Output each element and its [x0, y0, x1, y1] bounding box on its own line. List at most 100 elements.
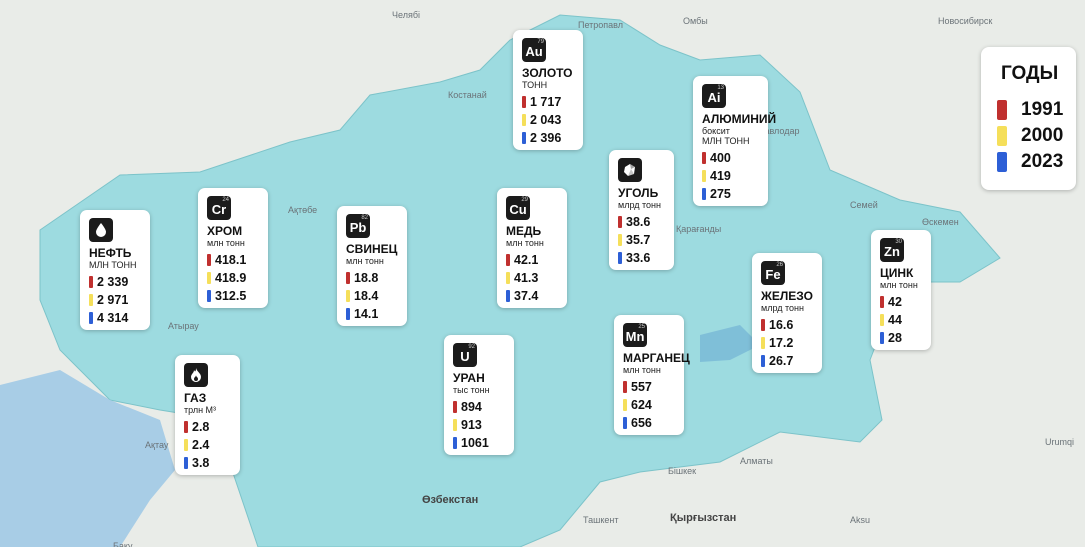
year-color-bar: [522, 131, 526, 144]
year-color-bar: [89, 311, 93, 324]
unit-label: млн тонн: [880, 280, 918, 290]
atomic-number: 30: [895, 239, 902, 245]
value-row: 17.2: [761, 335, 814, 350]
element-icon: [184, 363, 208, 387]
element-icon: 26 Fe: [761, 261, 785, 285]
value-row: 418.9: [207, 271, 260, 285]
year-color-bar: [880, 331, 884, 344]
reserve-value: 18.4: [354, 288, 379, 303]
element-icon: 92 U: [453, 343, 477, 367]
value-row: 2 971: [89, 292, 142, 307]
year-color-bar: [453, 418, 457, 431]
reserve-value: 312.5: [215, 288, 247, 303]
reserve-value: 275: [710, 186, 731, 201]
value-row: 4 314: [89, 311, 142, 325]
unit-label: млрд тонн: [618, 200, 661, 210]
mineral-card: ГАЗ трлн М³ 2.8 2.4 3.8: [175, 355, 240, 475]
element-symbol: Fe: [765, 267, 781, 282]
year-color-bar: [453, 400, 457, 413]
unit-label: млн тонн: [506, 238, 544, 248]
atomic-number: 25: [638, 324, 645, 330]
city-label: Өскемен: [922, 217, 959, 227]
unit-label: МЛН ТОНН: [89, 260, 137, 270]
value-row: 28: [880, 330, 923, 345]
mineral-name: МАРГАНЕЦ: [623, 351, 690, 365]
reserve-value: 3.8: [192, 455, 210, 470]
value-row: 18.8: [346, 271, 399, 285]
year-color-bar: [623, 380, 627, 393]
mineral-name: УГОЛЬ: [618, 186, 659, 200]
legend-year: 1991: [1021, 99, 1064, 120]
year-color-bar: [880, 313, 884, 326]
reserve-value: 2.8: [192, 419, 210, 434]
reserve-value: 44: [888, 312, 902, 327]
city-label: Баку: [113, 541, 133, 547]
element-icon: [89, 218, 113, 242]
atomic-number: 92: [468, 344, 475, 350]
unit-label: МЛН ТОНН: [702, 136, 750, 146]
value-row: 38.6: [618, 214, 666, 229]
mineral-name: ЗОЛОТО: [522, 66, 573, 80]
year-color-bar: [623, 416, 627, 429]
value-row: 894: [453, 399, 506, 414]
value-row: 1 717: [522, 95, 575, 109]
element-icon: 82 Pb: [346, 214, 370, 238]
unit-label: млн тонн: [207, 238, 245, 248]
mineral-name: АЛЮМИНИЙ: [702, 112, 777, 126]
element-icon: 29 Cu: [506, 196, 530, 220]
reserve-value: 2 339: [97, 274, 129, 289]
year-color-bar: [346, 271, 350, 284]
atomic-number: 79: [537, 39, 544, 45]
city-label: Қарағанды: [676, 224, 722, 234]
value-row: 2.4: [184, 437, 232, 452]
city-label: Aksu: [850, 515, 871, 525]
legend-item: 1991: [997, 97, 1076, 123]
legend-swatch: [997, 100, 1007, 120]
atomic-number: 82: [361, 215, 368, 221]
year-color-bar: [618, 251, 622, 264]
mineral-card: 26 Fe ЖЕЛЕЗО млрд тонн 16.6 17.2 26.7: [752, 253, 822, 373]
reserve-value: 894: [461, 399, 482, 414]
legend-swatch: [997, 126, 1007, 146]
mineral-card: УГОЛЬ млрд тонн 38.6 35.7 33.6: [609, 150, 674, 270]
legend-title: ГОДЫ: [1001, 63, 1059, 84]
unit-label: боксит: [702, 126, 730, 136]
value-row: 14.1: [346, 307, 399, 321]
value-row: 2 043: [522, 113, 575, 127]
atomic-number: 26: [776, 262, 783, 268]
element-symbol: Pb: [349, 220, 367, 235]
balkhash-lake: [700, 325, 760, 362]
mineral-name: ГАЗ: [184, 391, 207, 405]
value-row: 275: [702, 186, 760, 201]
value-row: 557: [623, 380, 676, 394]
legend-year: 2023: [1021, 151, 1064, 172]
element-symbol: Cr: [211, 202, 227, 217]
value-row: 2.8: [184, 419, 232, 434]
mineral-name: НЕФТЬ: [89, 246, 132, 260]
year-color-bar: [623, 398, 627, 411]
reserve-value: 17.2: [769, 335, 794, 350]
year-color-bar: [506, 289, 510, 302]
city-label: Ақтөбе: [288, 205, 318, 215]
year-color-bar: [184, 456, 188, 469]
city-label: Челябі: [392, 10, 420, 20]
year-color-bar: [453, 436, 457, 449]
city-label: Ташкент: [583, 515, 619, 525]
reserve-value: 2.4: [192, 437, 210, 452]
year-color-bar: [880, 295, 884, 308]
mineral-name: ЖЕЛЕЗО: [761, 289, 813, 303]
element-icon: 24 Cr: [207, 196, 231, 220]
mineral-name: ЦИНК: [880, 266, 914, 280]
reserve-value: 400: [710, 150, 731, 165]
reserve-value: 28: [888, 330, 902, 345]
year-color-bar: [207, 271, 211, 284]
year-color-bar: [89, 275, 93, 288]
year-color-bar: [207, 289, 211, 302]
reserve-value: 38.6: [626, 214, 651, 229]
city-label: Павлодар: [758, 126, 800, 136]
reserve-value: 2 971: [97, 292, 129, 307]
unit-label: млн тонн: [346, 256, 384, 266]
element-symbol: Zn: [884, 244, 900, 259]
mineral-name: СВИНЕЦ: [346, 242, 398, 256]
